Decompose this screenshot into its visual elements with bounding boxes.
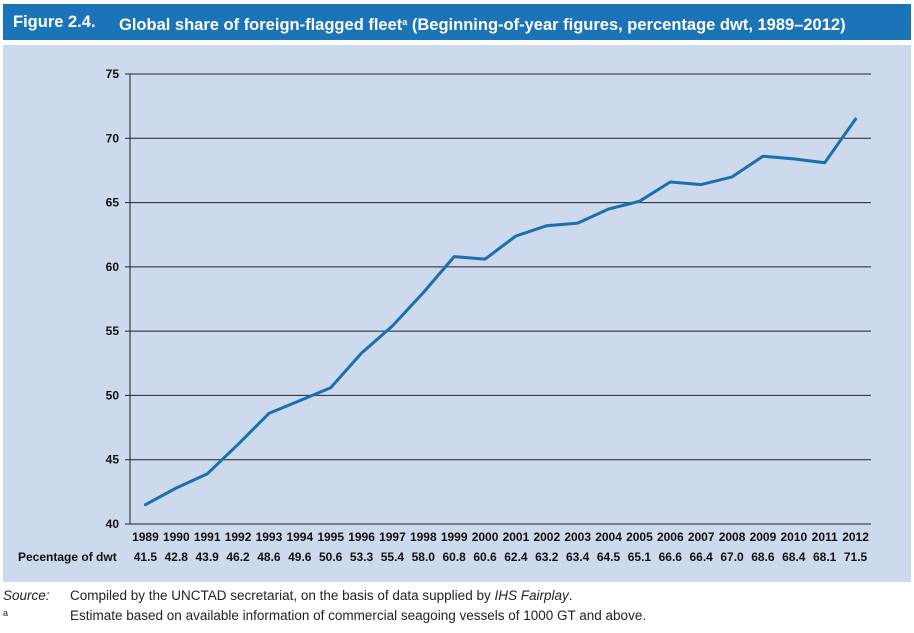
x-tick-label-1994: 1994 xyxy=(286,530,313,544)
gridlines xyxy=(130,73,871,525)
series-line xyxy=(143,117,858,507)
axes xyxy=(129,74,871,525)
y-tick-label-45: 45 xyxy=(106,453,120,467)
figure-number: Figure 2.4. xyxy=(13,13,96,31)
source-note: Source: Compiled by the UNCTAD secretari… xyxy=(3,588,911,608)
value-label-2002: 63.2 xyxy=(535,550,559,564)
table-row-label: Pecentage of dwt xyxy=(18,550,117,564)
value-label-2007: 66.4 xyxy=(690,550,714,564)
x-tick-label-2010: 2010 xyxy=(780,530,807,544)
value-label-2000: 60.6 xyxy=(473,550,497,564)
y-tick-label-70: 70 xyxy=(106,131,120,145)
y-tick-label-55: 55 xyxy=(106,324,120,338)
x-tick-label-1991: 1991 xyxy=(194,530,221,544)
figure-title-suffix: (Beginning-of-year figures, percentage d… xyxy=(407,16,846,34)
value-label-2001: 62.4 xyxy=(504,550,528,564)
chart-panel: 40 45 50 55 60 65 70 75 1989 1990 1991 1992 1993 199… xyxy=(3,45,911,582)
value-label-1995: 50.6 xyxy=(319,550,343,564)
x-tick-label-2012: 2012 xyxy=(842,530,869,544)
value-label-1996: 53.3 xyxy=(350,550,374,564)
value-label-2004: 64.5 xyxy=(597,550,621,564)
value-label-2010: 68.4 xyxy=(782,550,806,564)
value-label-2008: 67.0 xyxy=(720,550,744,564)
x-tick-label-1992: 1992 xyxy=(225,530,252,544)
x-tick-label-2009: 2009 xyxy=(750,530,777,544)
x-tick-label-2004: 2004 xyxy=(595,530,622,544)
value-label-2012: 71.5 xyxy=(844,550,868,564)
x-tick-label-1996: 1996 xyxy=(348,530,375,544)
y-axis-ticks: 40 45 50 55 60 65 70 75 xyxy=(106,67,130,531)
y-tick-label-75: 75 xyxy=(106,67,120,81)
y-tick-label-60: 60 xyxy=(106,260,120,274)
figure-title-main: Global share of foreign-flagged fleet xyxy=(119,16,403,34)
value-label-1999: 60.8 xyxy=(443,550,467,564)
value-label-1989: 41.5 xyxy=(134,550,158,564)
figure-notes: Source: Compiled by the UNCTAD secretari… xyxy=(3,588,911,628)
source-label: Source: xyxy=(3,588,50,603)
x-tick-label-2001: 2001 xyxy=(503,530,530,544)
value-label-2005: 65.1 xyxy=(628,550,652,564)
value-label-1997: 55.4 xyxy=(381,550,405,564)
x-tick-label-1997: 1997 xyxy=(379,530,406,544)
value-label-2003: 63.4 xyxy=(566,550,590,564)
x-axis-ticks: 1989 1990 1991 1992 1993 1994 1995 1996 1997 1998… xyxy=(132,530,869,544)
x-tick-label-1998: 1998 xyxy=(410,530,437,544)
x-tick-label-2006: 2006 xyxy=(657,530,684,544)
value-label-1991: 43.9 xyxy=(196,550,220,564)
value-label-1993: 48.6 xyxy=(257,550,281,564)
footnote-mark: a xyxy=(3,608,9,618)
value-label-1990: 42.8 xyxy=(165,550,189,564)
value-label-2011: 68.1 xyxy=(813,550,837,564)
y-tick-label-65: 65 xyxy=(106,196,120,210)
value-label-1998: 58.0 xyxy=(412,550,436,564)
value-label-2006: 66.6 xyxy=(659,550,683,564)
x-tick-label-2002: 2002 xyxy=(533,530,560,544)
series-line-path xyxy=(143,117,858,507)
x-tick-label-2005: 2005 xyxy=(626,530,653,544)
figure-title: Global share of foreign-flagged fleeta (… xyxy=(119,4,846,43)
figure-title-footnote-mark: a xyxy=(402,17,408,27)
value-row: 41.5 42.8 43.9 46.2 48.6 49.6 50.6 53.3 55.4 58.0… xyxy=(134,550,868,564)
value-label-1994: 49.6 xyxy=(288,550,312,564)
value-label-1992: 46.2 xyxy=(226,550,250,564)
x-tick-label-1990: 1990 xyxy=(163,530,190,544)
x-tick-label-2011: 2011 xyxy=(812,530,838,544)
x-tick-label-2000: 2000 xyxy=(472,530,499,544)
source-end: . xyxy=(568,588,573,603)
x-tick-label-1989: 1989 xyxy=(132,530,159,544)
source-text: Compiled by the UNCTAD secretariat, on t… xyxy=(70,588,573,603)
source-provider: IHS Fairplay xyxy=(494,588,569,603)
x-tick-label-1999: 1999 xyxy=(441,530,468,544)
footnote: a Estimate based on available informatio… xyxy=(3,608,911,628)
x-tick-label-2007: 2007 xyxy=(688,530,715,544)
x-tick-label-1993: 1993 xyxy=(256,530,283,544)
y-tick-label-50: 50 xyxy=(106,388,120,402)
footnote-text: Estimate based on available information … xyxy=(70,608,647,623)
figure-title-bar: Figure 2.4. Global share of foreign-flag… xyxy=(3,4,911,40)
x-tick-label-2008: 2008 xyxy=(719,530,746,544)
source-body: Compiled by the UNCTAD secretariat, on t… xyxy=(70,588,495,603)
y-tick-label-40: 40 xyxy=(106,517,120,531)
value-label-2009: 68.6 xyxy=(751,550,775,564)
x-tick-label-2003: 2003 xyxy=(564,530,591,544)
x-tick-label-1995: 1995 xyxy=(317,530,344,544)
